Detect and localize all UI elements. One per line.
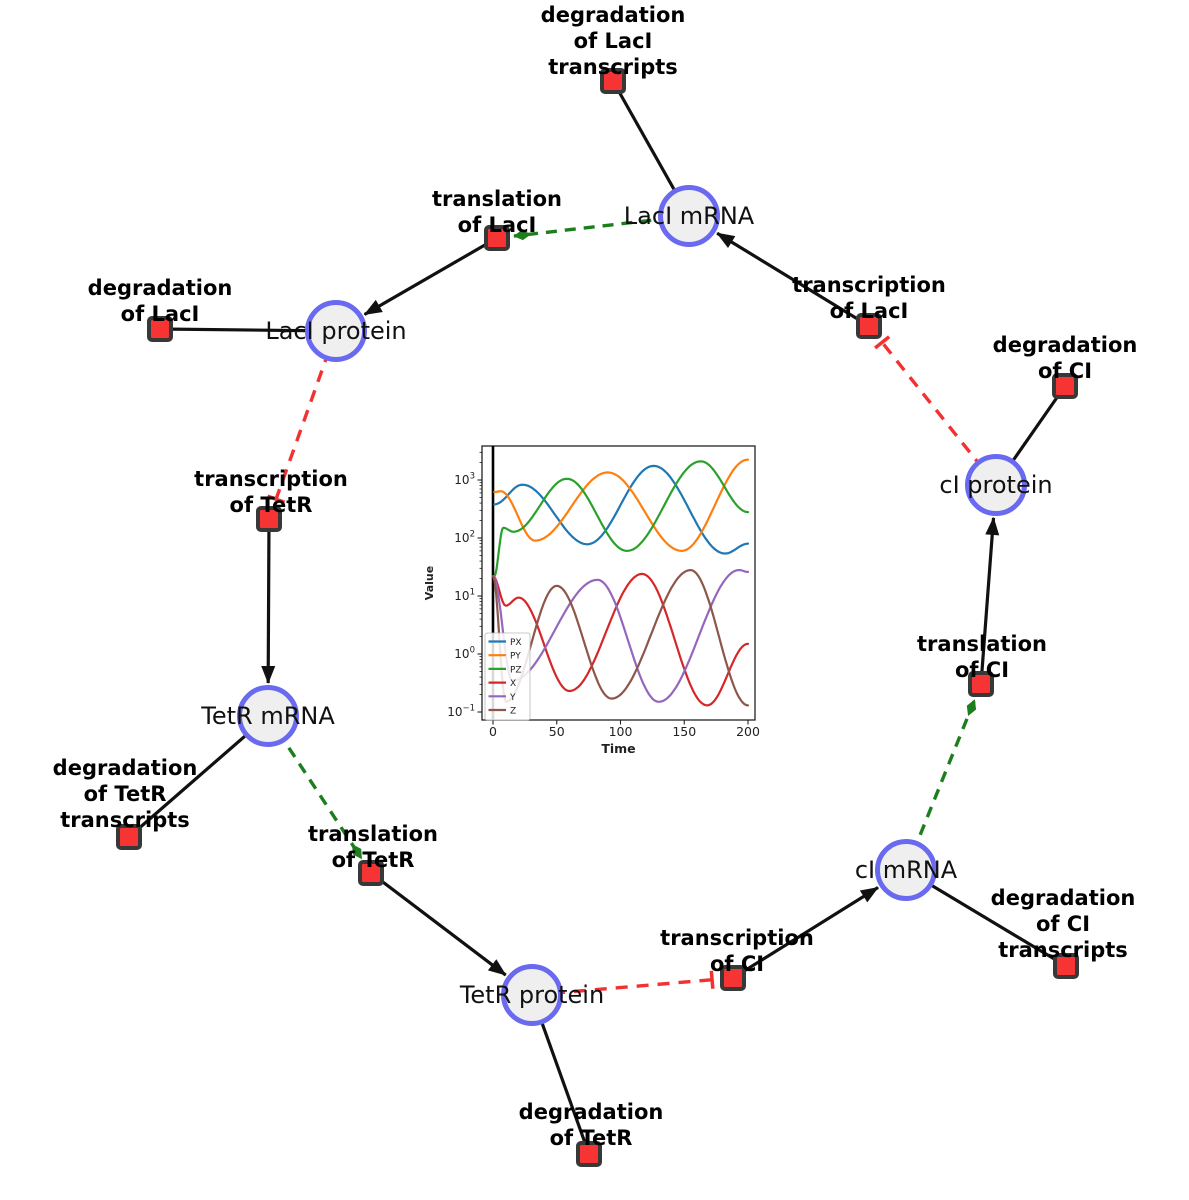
chart-y-tick: 102 <box>454 530 475 546</box>
chart-x-tick: 100 <box>609 724 633 739</box>
reaction-label-translation-tetr: translation of TetR <box>308 822 438 872</box>
species-node-ci-protein[interactable] <box>965 454 1027 516</box>
species-node-tetr-mrna[interactable] <box>237 685 299 747</box>
reaction-node-translation-laci[interactable] <box>484 225 510 251</box>
reaction-node-translation-ci[interactable] <box>968 671 994 697</box>
reaction-label-deg-tetr: degradation of TetR <box>518 1100 664 1150</box>
species-node-ci-mrna[interactable] <box>875 839 937 901</box>
chart-legend-label-X: X <box>510 679 516 689</box>
chart-x-tick: 0 <box>489 724 497 739</box>
chart-legend-label-Y: Y <box>509 693 516 703</box>
chart-x-tick: 200 <box>736 724 760 739</box>
species-node-laci-mrna[interactable] <box>658 185 720 247</box>
chart-series-Z <box>491 569 750 707</box>
chart-y-tick: 103 <box>454 472 475 488</box>
reaction-label-deg-ci: degradation of CI <box>992 333 1138 383</box>
reaction-node-translation-tetr[interactable] <box>358 860 384 886</box>
reaction-node-transcription-laci[interactable] <box>856 313 882 339</box>
reaction-node-deg-tetr-transcripts[interactable] <box>116 824 142 850</box>
chart-legend-label-Z: Z <box>510 707 516 717</box>
species-label-laci-mrna: LacI mRNA <box>623 202 755 230</box>
reaction-node-transcription-ci[interactable] <box>720 965 746 991</box>
chart-legend-label-PZ: PZ <box>510 665 522 675</box>
chart-series-PZ <box>493 460 750 578</box>
chart-legend-label-PX: PX <box>510 638 522 648</box>
chart-y-tick: 101 <box>454 588 475 604</box>
chart-legend: PX PY PZ XYZ <box>484 632 531 721</box>
chart-xlabel: Time <box>601 741 635 756</box>
reaction-label-transcription-laci: transcription of LacI <box>792 273 946 323</box>
edge-consumption-ci-mrna-to-deg-ci-transcripts <box>905 868 1067 968</box>
species-label-laci-protein: LacI protein <box>265 317 407 345</box>
edge-production-transcription-ci-to-ci-mrna <box>732 886 879 980</box>
species-label-ci-mrna: cI mRNA <box>854 856 958 884</box>
reaction-node-transcription-tetr[interactable] <box>256 506 282 532</box>
species-node-tetr-protein[interactable] <box>501 964 563 1026</box>
species-label-tetr-protein: TetR protein <box>459 981 605 1009</box>
reaction-node-deg-laci-transcripts[interactable] <box>600 68 626 94</box>
reaction-label-transcription-ci: transcription of CI <box>660 926 814 976</box>
chart-x-tick: 50 <box>549 724 565 739</box>
reaction-label-deg-ci-transcripts: degradation of CI transcripts <box>990 886 1136 962</box>
edge-production-transcription-tetr-to-tetr-mrna <box>261 518 276 685</box>
species-label-ci-protein: cI protein <box>939 471 1053 499</box>
reaction-node-deg-ci[interactable] <box>1052 373 1078 399</box>
reaction-label-deg-tetr-transcripts: degradation of TetR transcripts <box>52 756 198 832</box>
reaction-label-deg-laci: degradation of LacI <box>87 276 233 326</box>
reaction-label-deg-laci-transcripts: degradation of LacI transcripts <box>540 3 686 79</box>
chart-frame <box>481 445 756 721</box>
edge-catalysis-ci-mrna-to-translation-ci <box>904 699 977 871</box>
chart-y-tick: 100 <box>454 646 475 662</box>
chart-x-tick: 150 <box>672 724 696 739</box>
species-label-tetr-mrna: TetR mRNA <box>201 702 335 730</box>
chart-y-tick: 10−1 <box>447 704 475 720</box>
reaction-node-deg-laci[interactable] <box>147 316 173 342</box>
reaction-label-translation-laci: translation of LacI <box>432 187 562 237</box>
edge-production-translation-laci-to-laci-protein <box>363 236 498 316</box>
reaction-node-deg-ci-transcripts[interactable] <box>1053 953 1079 979</box>
inset-timeseries-chart: 0 50 100 150 20010−1100101102103TimeValuePXP… <box>425 435 770 760</box>
species-node-laci-protein[interactable] <box>305 300 367 362</box>
chart-series-X <box>491 572 750 707</box>
edge-production-transcription-laci-to-laci-mrna <box>716 231 870 328</box>
chart-ylabel: Value <box>425 566 436 600</box>
edge-production-translation-ci-to-ci-protein <box>979 516 1000 685</box>
chart-series-PX <box>493 464 750 555</box>
edge-production-translation-tetr-to-tetr-protein <box>370 871 507 977</box>
reaction-label-transcription-tetr: transcription of TetR <box>194 467 348 517</box>
chart-series-PY <box>493 458 750 552</box>
reaction-node-deg-tetr[interactable] <box>576 1141 602 1167</box>
reaction-label-translation-ci: translation of CI <box>917 632 1047 682</box>
chart-legend-label-PY: PY <box>510 652 521 662</box>
